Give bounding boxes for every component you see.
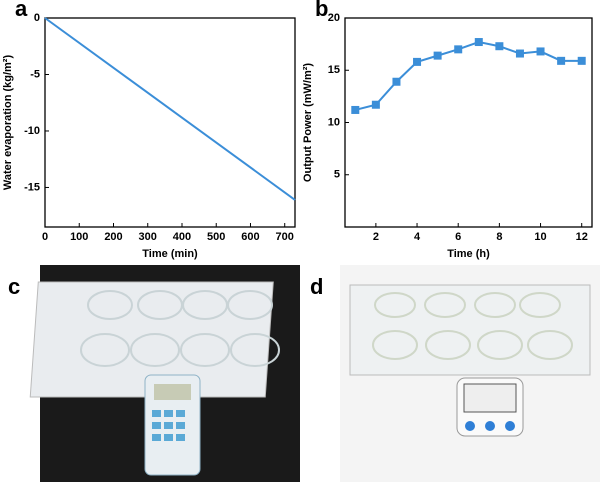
x-tick-label: 700 xyxy=(276,231,294,243)
x-tick-label: 100 xyxy=(70,231,88,243)
x-tick-label: 10 xyxy=(534,231,546,243)
data-point xyxy=(413,57,422,66)
y-tick-label: 15 xyxy=(328,64,340,76)
x-tick-label: 600 xyxy=(241,231,259,243)
panel-label: d xyxy=(310,274,323,299)
y-tick-label: 0 xyxy=(34,12,40,24)
x-tick-label: 8 xyxy=(496,231,502,243)
photo-d xyxy=(340,265,600,482)
x-tick-label: 12 xyxy=(576,231,588,243)
data-line xyxy=(44,17,296,201)
x-tick-label: 6 xyxy=(455,231,461,243)
data-point xyxy=(433,51,442,60)
data-point xyxy=(392,77,401,86)
panel-label: a xyxy=(15,0,28,21)
y-tick-label: 10 xyxy=(328,116,340,128)
data-point xyxy=(454,45,463,54)
panel-label: c xyxy=(8,274,20,299)
x-axis-label: Time (min) xyxy=(142,248,198,260)
y-tick-label: -15 xyxy=(24,181,40,193)
x-tick-label: 400 xyxy=(173,231,191,243)
y-axis-label: Water evaporation (kg/m²) xyxy=(2,55,14,191)
data-point xyxy=(495,42,504,51)
data-point xyxy=(577,56,586,65)
y-tick-label: 5 xyxy=(334,169,340,181)
x-tick-label: 200 xyxy=(104,231,122,243)
data-point xyxy=(536,47,545,56)
y-tick-label: -10 xyxy=(24,125,40,137)
y-tick-label: -5 xyxy=(30,68,40,80)
data-point xyxy=(474,38,483,47)
plot-frame xyxy=(344,17,593,228)
panel-label: b xyxy=(315,0,328,21)
photo-c xyxy=(29,265,300,482)
x-tick-label: 0 xyxy=(42,231,48,243)
y-axis-label: Output Power (mW/m²) xyxy=(302,63,314,182)
data-line xyxy=(355,40,582,111)
data-point xyxy=(515,49,524,58)
x-tick-label: 2 xyxy=(373,231,379,243)
x-tick-label: 500 xyxy=(207,231,225,243)
data-point xyxy=(351,105,360,114)
data-point xyxy=(557,56,566,65)
x-axis-label: Time (h) xyxy=(447,248,490,260)
data-point xyxy=(371,100,380,109)
plot-frame xyxy=(44,17,296,228)
x-tick-label: 300 xyxy=(139,231,157,243)
y-tick-label: 20 xyxy=(328,12,340,24)
x-tick-label: 4 xyxy=(414,231,421,243)
